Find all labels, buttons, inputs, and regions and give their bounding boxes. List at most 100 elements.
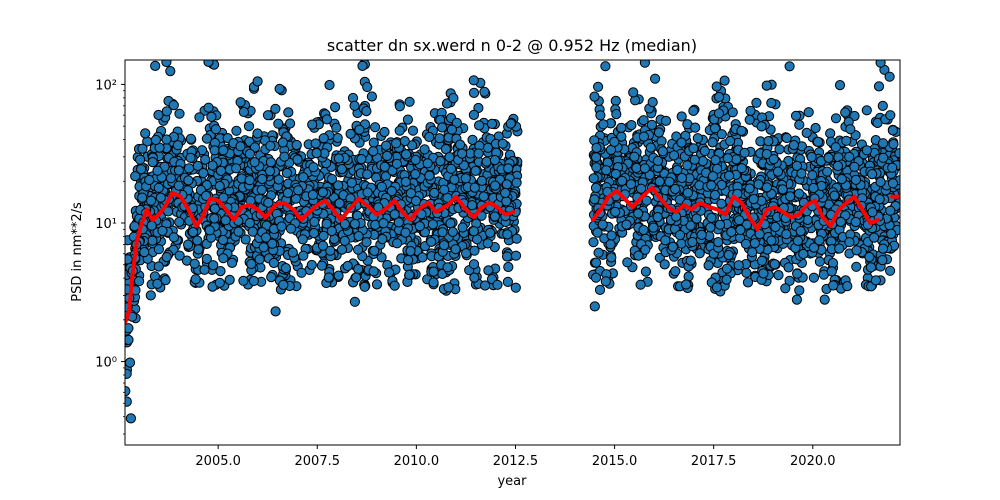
scatter-point [772, 166, 784, 177]
scatter-point [814, 256, 826, 267]
scatter-point [788, 140, 800, 151]
scatter-point [812, 136, 824, 147]
scatter-point [739, 147, 750, 158]
scatter-point [685, 220, 696, 231]
scatter-point [150, 60, 161, 72]
scatter-point [201, 133, 212, 144]
scatter-point [794, 119, 805, 130]
scatter-point [609, 136, 620, 147]
scatter-point [447, 226, 458, 237]
scatter-point [165, 173, 177, 184]
scatter-point [168, 100, 179, 111]
scatter-point [503, 261, 514, 273]
scatter-point [761, 182, 773, 193]
scatter-point [185, 133, 196, 144]
scatter-point-outlier [145, 290, 156, 301]
scatter-point [497, 138, 508, 149]
scatter-point [370, 219, 381, 230]
scatter-point [207, 160, 218, 171]
scatter-point [446, 124, 457, 135]
scatter-point [610, 206, 621, 217]
scatter-point [443, 282, 454, 293]
scatter-points-group [125, 60, 900, 424]
scatter-point [434, 133, 445, 144]
scatter-point [238, 275, 249, 286]
scatter-point [690, 122, 701, 133]
scatter-point [744, 183, 755, 194]
scatter-point [709, 189, 721, 201]
scatter-point [209, 213, 220, 224]
scatter-point [829, 190, 840, 201]
scatter-point [345, 128, 356, 139]
scatter-point [591, 152, 602, 163]
scatter-point [589, 91, 600, 102]
scatter-point [198, 168, 209, 179]
scatter-point [325, 245, 336, 256]
scatter-point [422, 158, 433, 169]
scatter-point [351, 272, 362, 283]
scatter-point [394, 101, 405, 112]
scatter-point [318, 133, 329, 144]
scatter-point [763, 136, 774, 147]
scatter-point [386, 186, 397, 197]
scatter-point [291, 139, 302, 151]
scatter-point [160, 275, 171, 286]
scatter-point [792, 268, 803, 279]
scatter-point [183, 175, 194, 186]
y-tick-label: 10⁰ [95, 356, 117, 371]
scatter-point [777, 184, 788, 195]
scatter-point [146, 195, 157, 206]
scatter-point [851, 245, 862, 256]
scatter-point [758, 268, 769, 279]
scatter-point [887, 125, 899, 136]
scatter-point [806, 151, 817, 163]
scatter-point [401, 149, 412, 160]
scatter-point [721, 263, 733, 274]
scatter-point [270, 103, 281, 114]
scatter-point [865, 262, 877, 273]
scatter-point [174, 216, 185, 228]
scatter-point [485, 227, 496, 238]
chart-title: scatter dn sx.werd n 0-2 @ 0.952 Hz (med… [327, 36, 697, 55]
scatter-point [441, 98, 453, 109]
scatter-point [403, 255, 414, 266]
scatter-point [888, 139, 899, 150]
scatter-point [716, 198, 727, 209]
scatter-point [601, 165, 612, 176]
scatter-point [326, 173, 338, 185]
scatter-point [725, 135, 736, 147]
scatter-point [660, 235, 671, 246]
scatter-point [439, 240, 450, 251]
scatter-point [886, 228, 897, 239]
scatter-point [297, 234, 308, 245]
scatter-point [640, 266, 652, 277]
scatter-point [125, 357, 136, 368]
scatter-point [748, 194, 759, 205]
x-tick-label: 2005.0 [195, 454, 241, 469]
scatter-point [405, 246, 416, 257]
scatter-point [424, 131, 435, 143]
scatter-point [417, 252, 428, 263]
scatter-point [339, 219, 350, 230]
scatter-point [784, 275, 795, 286]
scatter-point [461, 248, 472, 259]
scatter-point [333, 180, 344, 191]
scatter-point [689, 154, 700, 165]
scatter-point [706, 180, 717, 191]
scatter-point [316, 260, 327, 271]
scatter-point [796, 168, 807, 179]
scatter-point [756, 121, 767, 132]
scatter-point [426, 236, 437, 247]
scatter-point [346, 177, 357, 188]
scatter-point [823, 152, 834, 163]
scatter-point [277, 137, 288, 148]
scatter-point [706, 212, 717, 223]
scatter-point [257, 173, 268, 185]
scatter-point [640, 244, 651, 255]
scatter-point [726, 226, 737, 238]
scatter-point [670, 266, 681, 277]
scatter-point [733, 260, 744, 271]
scatter-point [210, 124, 221, 135]
scatter-point [451, 117, 462, 129]
scatter-point [468, 226, 479, 237]
